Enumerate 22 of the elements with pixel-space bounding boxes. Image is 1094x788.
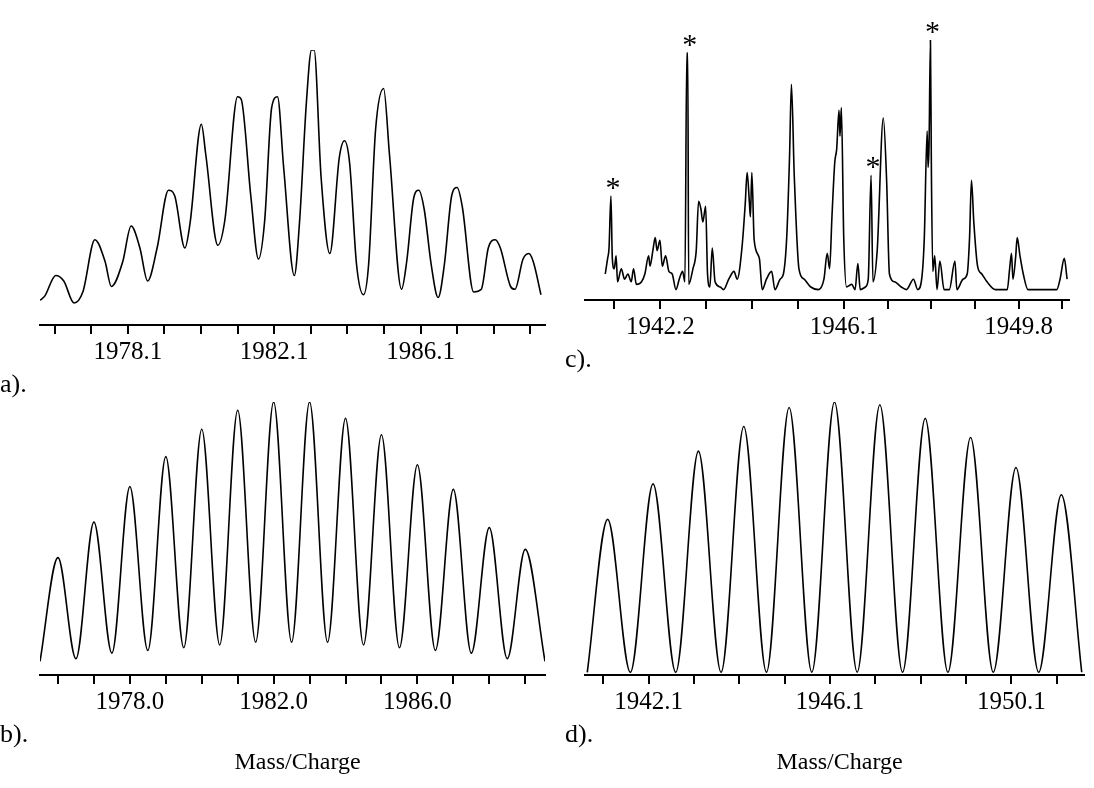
annotation: * (682, 27, 698, 60)
x-tick-label: 1949.8 (984, 311, 1053, 339)
text: c). (565, 344, 593, 373)
x-tick-label: 1982.1 (239, 336, 309, 364)
x-tick-label: 1942.1 (614, 686, 683, 714)
text: a). (0, 369, 28, 398)
x-tick-label: 1986.1 (386, 336, 455, 364)
x-axis-title: Mass/Charge (233, 748, 362, 774)
x-axis-title: Mass/Charge (775, 748, 904, 774)
text: b). (0, 719, 30, 748)
x-tick-label: 1982.0 (239, 686, 308, 714)
x-tick-label: 1942.2 (626, 311, 695, 339)
x-tick-label: 1986.0 (383, 686, 452, 714)
annotation: * (605, 170, 621, 203)
x-tick-label: 1946.1 (809, 311, 879, 339)
x-tick-label: 1978.0 (95, 686, 165, 714)
annotation: * (924, 14, 940, 47)
annotation: * (865, 149, 881, 183)
text: d). (565, 719, 595, 748)
x-tick-label: 1946.1 (795, 686, 865, 714)
x-tick-label: 1950.1 (977, 686, 1046, 714)
x-tick-label: 1978.1 (93, 336, 163, 364)
